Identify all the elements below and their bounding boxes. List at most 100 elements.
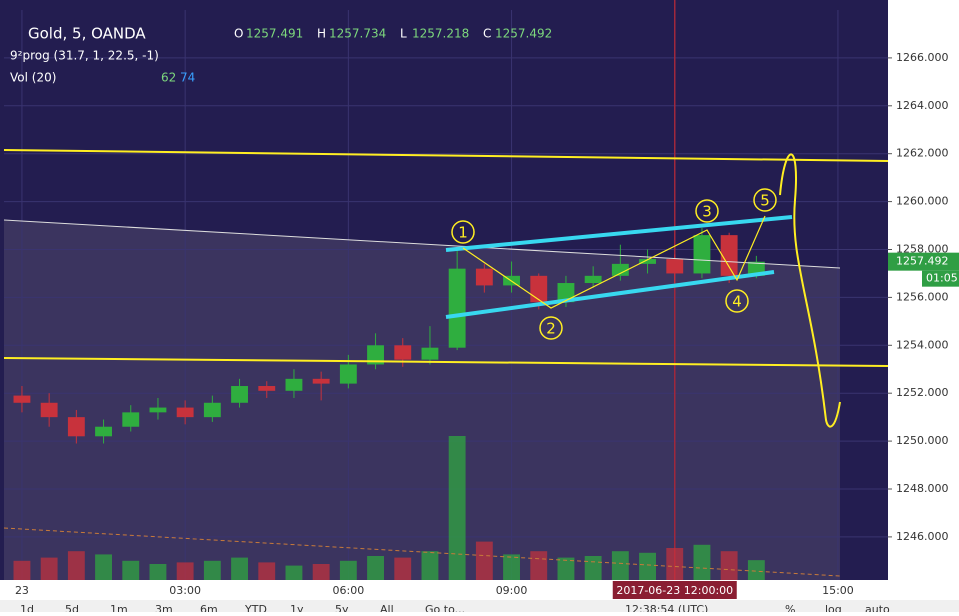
candle-body	[122, 412, 140, 427]
range-button[interactable]: 6m	[200, 603, 218, 616]
range-button[interactable]: All	[380, 603, 394, 616]
volume-bar	[231, 557, 248, 580]
toolbar	[0, 600, 959, 612]
candle-body	[584, 275, 602, 284]
volume-value: 62	[161, 71, 176, 85]
volume-bar	[747, 560, 765, 580]
price-tag	[888, 252, 959, 271]
candle-body	[557, 283, 575, 303]
volume-bar	[312, 564, 330, 580]
ohlc-key: L	[400, 27, 407, 41]
candle-body	[285, 378, 303, 391]
range-button[interactable]: 3m	[155, 603, 173, 616]
candle-body	[95, 426, 112, 437]
range-button[interactable]: 5y	[335, 603, 349, 616]
volume-bar	[666, 548, 684, 580]
wave-circle	[539, 316, 563, 340]
candle-body	[258, 386, 276, 391]
clock: 12:38:54 (UTC)	[625, 603, 708, 612]
y-tick-label: 1258.000	[896, 242, 949, 255]
candle-body	[421, 347, 439, 360]
channel-bottom	[445, 270, 775, 319]
wave-circle	[695, 199, 719, 223]
volume-bar	[611, 551, 629, 580]
range-button[interactable]: 5d	[65, 603, 79, 616]
ohlc-key: O	[234, 27, 243, 41]
volume-bar	[258, 562, 276, 580]
price-tag-label: 1257.492	[896, 255, 949, 268]
x-tick-label: 09:00	[496, 584, 528, 597]
volume-bar	[122, 560, 140, 580]
candle-body	[339, 364, 357, 384]
range-button[interactable]: YTD	[244, 603, 267, 616]
volume-bar	[149, 564, 167, 580]
candle-body	[639, 259, 656, 264]
volume-bar	[203, 560, 221, 580]
candle-body	[666, 259, 684, 274]
candle-body	[13, 395, 31, 403]
wave-path	[462, 215, 766, 309]
projection-curve	[779, 153, 841, 428]
volume-bar	[693, 544, 711, 580]
ohlc-value: 1257.491	[246, 27, 303, 41]
candle-body	[203, 402, 221, 418]
channel-top	[445, 215, 793, 252]
price-axis	[888, 0, 959, 600]
candle-body	[530, 275, 548, 303]
indicator: 9²prog (31.7, 1, 22.5, -1)	[10, 49, 159, 63]
range-button[interactable]: Go to...	[425, 603, 465, 616]
wave-circle	[725, 289, 749, 313]
volume-bar	[503, 554, 520, 580]
x-tick-label: 23	[15, 584, 29, 597]
candle-body	[720, 235, 738, 276]
trend-zone	[4, 220, 840, 580]
wave-label: 3	[702, 203, 712, 221]
volume-bar	[557, 557, 575, 580]
time-axis	[0, 580, 888, 600]
y-tick-label: 1250.000	[896, 434, 949, 447]
range-button[interactable]: 1y	[290, 603, 304, 616]
y-tick-label: 1266.000	[896, 51, 949, 64]
x-tick-label: 06:00	[333, 584, 365, 597]
symbol: Gold, 5, OANDA	[28, 25, 146, 43]
candle-body	[367, 345, 384, 365]
volume-bar	[394, 557, 412, 580]
volume-bar	[176, 562, 194, 580]
ohlc-key: C	[483, 27, 491, 41]
ohlc-value: 1257.734	[329, 27, 386, 41]
countdown-tag	[922, 270, 959, 287]
support-line	[3, 357, 889, 367]
option-button[interactable]: auto	[865, 603, 890, 616]
y-tick-label: 1260.000	[896, 195, 949, 208]
ohlc-value: 1257.492	[495, 27, 552, 41]
volume-bar	[421, 551, 439, 580]
candle-body	[312, 378, 330, 384]
wave-label: 1	[458, 224, 468, 242]
ohlc-value: 1257.218	[412, 27, 469, 41]
volume-bar	[530, 551, 548, 580]
option-button[interactable]: %	[785, 603, 795, 616]
volume-label: Vol (20)	[10, 71, 56, 85]
x-tick-label: 15:00	[822, 584, 854, 597]
volume-bar	[720, 551, 738, 580]
range-button[interactable]: 1m	[110, 603, 128, 616]
volume-bar	[367, 556, 384, 580]
countdown: 01:05	[926, 272, 958, 285]
y-tick-label: 1252.000	[896, 386, 949, 399]
volume-bar	[95, 554, 112, 580]
option-button[interactable]: log	[825, 603, 842, 616]
volume-bar	[584, 556, 602, 580]
y-tick-label: 1246.000	[896, 530, 949, 543]
volume-bar	[40, 557, 58, 580]
y-tick-label: 1248.000	[896, 482, 949, 495]
candle-body	[475, 268, 493, 286]
wave-circle	[753, 188, 777, 212]
candle-body	[40, 402, 58, 418]
wave-circle	[451, 220, 475, 244]
volume-bar	[285, 565, 303, 580]
x-tick-label: 03:00	[169, 584, 201, 597]
crosshair-label: 2017-06-23 12:00:00	[616, 584, 733, 597]
range-button[interactable]: 1d	[20, 603, 34, 616]
volume-ma: 74	[180, 71, 195, 85]
